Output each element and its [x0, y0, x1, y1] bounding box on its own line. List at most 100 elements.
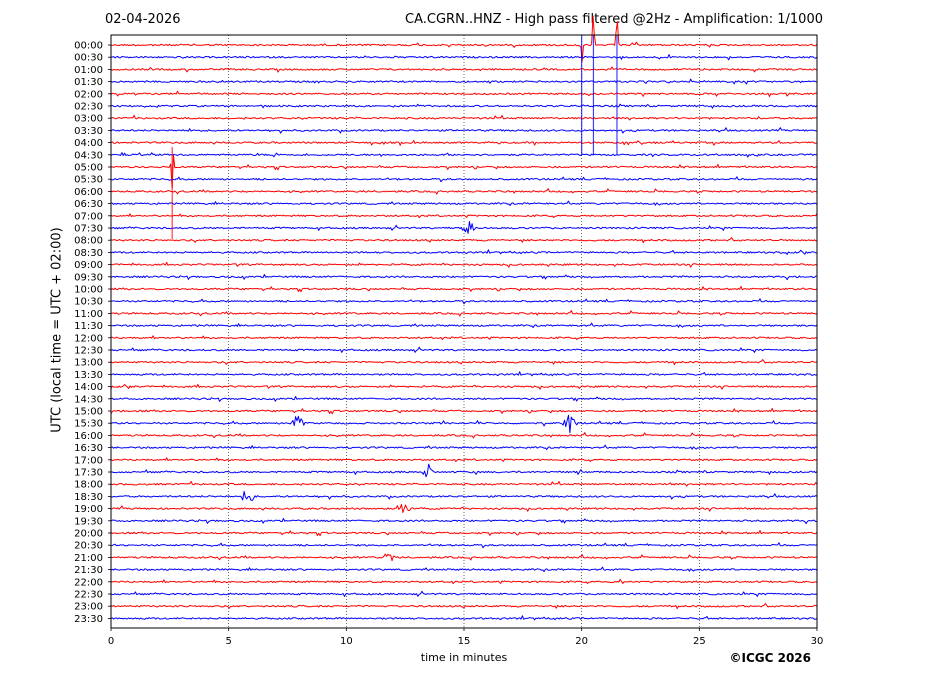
trace-2300	[110, 603, 818, 610]
trace-0200	[110, 90, 818, 98]
trace-1100	[111, 310, 818, 317]
y-tick-label: 16:30	[74, 443, 103, 454]
trace-0030	[110, 54, 818, 61]
trace-0330	[110, 127, 817, 134]
y-tick-label: 05:30	[74, 175, 103, 186]
x-tick-label: 5	[225, 636, 231, 647]
y-tick-label: 17:30	[74, 468, 103, 479]
chart-title: CA.CGRN..HNZ - High pass filtered @2Hz -…	[405, 12, 823, 27]
trace-1730	[110, 463, 818, 478]
date-label: 02-04-2026	[105, 12, 181, 27]
y-tick-label: 04:30	[74, 150, 103, 161]
y-tick-label: 00:30	[74, 53, 103, 64]
trace-1230	[110, 346, 818, 353]
y-tick-label: 00:00	[74, 41, 103, 52]
trace-1630	[110, 444, 818, 450]
trace-1800	[110, 480, 818, 487]
trace-1030	[111, 298, 818, 305]
y-tick-label: 22:30	[74, 590, 103, 601]
y-tick-label: 10:30	[74, 297, 103, 308]
y-tick-label: 04:00	[74, 138, 103, 149]
trace-1530	[110, 414, 818, 434]
y-tick-label: 23:00	[74, 602, 103, 613]
y-tick-label: 23:30	[74, 614, 103, 625]
trace-1930	[110, 518, 817, 525]
x-tick-label: 0	[108, 636, 114, 647]
trace-0130	[110, 78, 818, 85]
y-tick-label: 03:00	[74, 114, 103, 125]
y-tick-label: 19:00	[74, 504, 103, 515]
y-tick-label: 01:00	[74, 65, 103, 76]
y-tick-label: 21:00	[74, 553, 103, 564]
x-tick-label: 30	[811, 636, 824, 647]
x-tick-label: 10	[340, 636, 353, 647]
trace-0630	[110, 200, 818, 206]
y-tick-label: 14:30	[74, 394, 103, 405]
y-tick-label: 08:00	[74, 236, 103, 247]
x-tick-label: 20	[575, 636, 588, 647]
y-tick-label: 12:00	[74, 333, 103, 344]
trace-0100	[110, 66, 818, 73]
y-tick-label: 12:30	[74, 346, 103, 357]
y-tick-label: 16:00	[74, 431, 103, 442]
y-tick-label: 06:30	[74, 199, 103, 210]
plot-area	[111, 35, 817, 628]
y-tick-label: 07:00	[74, 211, 103, 222]
trace-0800	[110, 237, 817, 244]
trace-0830	[110, 249, 817, 255]
y-tick-label: 19:30	[74, 516, 103, 527]
y-tick-label: 06:00	[74, 187, 103, 198]
y-tick-label: 18:00	[74, 480, 103, 491]
trace-0300	[110, 114, 818, 121]
y-tick-label: 20:30	[74, 541, 103, 552]
trace-1130	[110, 322, 818, 328]
y-tick-label: 20:00	[74, 529, 103, 540]
y-tick-label: 09:30	[74, 272, 103, 283]
trace-2100	[110, 553, 818, 562]
y-tick-label: 02:30	[74, 102, 103, 113]
trace-0230	[110, 103, 818, 109]
trace-1430	[110, 396, 818, 402]
trace-0600	[110, 188, 818, 195]
trace-0430	[110, 152, 818, 158]
trace-1400	[110, 383, 817, 390]
x-axis-label: time in minutes	[420, 651, 508, 664]
trace-1500	[110, 407, 818, 415]
trace-0500	[110, 154, 818, 189]
trace-0730	[110, 221, 818, 234]
y-tick-label: 11:30	[74, 321, 103, 332]
trace-0930	[110, 274, 818, 281]
x-tick-label: 25	[693, 636, 706, 647]
y-tick-label: 01:30	[74, 77, 103, 88]
y-tick-label: 08:30	[74, 248, 103, 259]
y-tick-label: 10:00	[74, 285, 103, 296]
y-tick-label: 18:30	[74, 492, 103, 503]
y-tick-label: 17:00	[74, 455, 103, 466]
trace-2030	[110, 542, 818, 549]
trace-2230	[110, 590, 818, 597]
trace-1830	[111, 490, 818, 501]
trace-1700	[110, 457, 818, 463]
trace-2200	[110, 578, 818, 585]
y-tick-label: 21:30	[74, 565, 103, 576]
trace-2130	[110, 566, 818, 572]
trace-2330	[110, 615, 818, 621]
copyright-label: ©ICGC 2026	[729, 651, 811, 665]
y-tick-label: 07:30	[74, 224, 103, 235]
trace-1900	[110, 504, 818, 513]
y-tick-label: 02:00	[74, 89, 103, 100]
trace-1000	[110, 285, 818, 293]
y-tick-label: 22:00	[74, 577, 103, 588]
y-tick-label: 15:30	[74, 419, 103, 430]
y-tick-label: 05:00	[74, 163, 103, 174]
y-tick-label: 13:00	[74, 358, 103, 369]
trace-1200	[111, 335, 818, 341]
trace-0400	[110, 140, 818, 146]
trace-0000	[111, 15, 818, 62]
trace-1600	[110, 432, 818, 439]
x-tick-label: 15	[458, 636, 471, 647]
y-tick-label: 09:00	[74, 260, 103, 271]
y-tick-label: 11:00	[74, 309, 103, 320]
y-tick-label: 14:00	[74, 382, 103, 393]
